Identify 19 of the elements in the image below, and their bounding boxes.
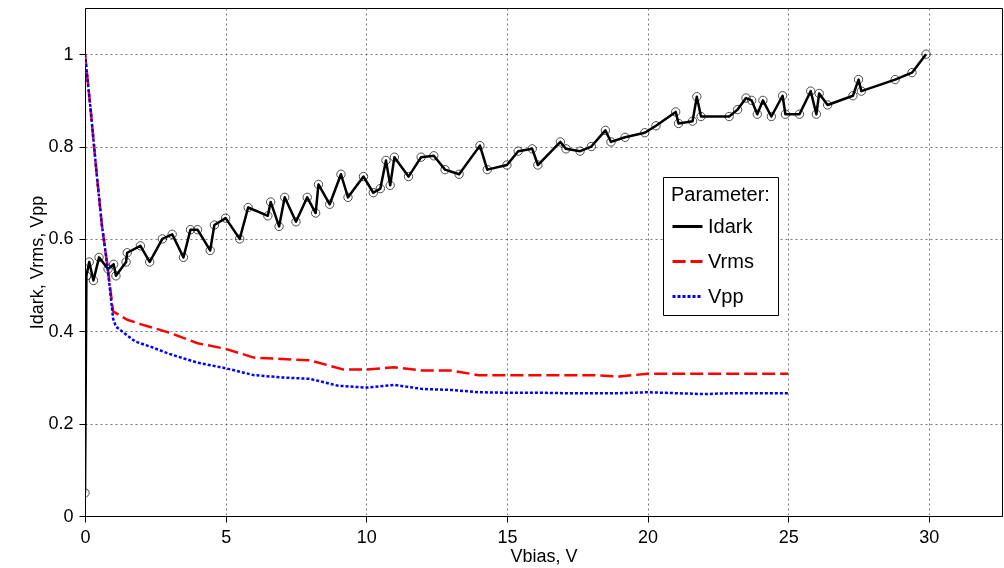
y-axis-title: Idark, Vrms, Vpp [27,195,48,330]
y-tick-label: 0 [63,505,74,526]
y-tick-label: 0.4 [48,320,74,341]
y-tick-label: 1 [63,43,74,64]
x-tick-label: 15 [497,526,518,547]
x-tick-label: 5 [221,526,232,547]
x-tick-label: 30 [919,526,940,547]
legend-label: Vpp [708,284,744,307]
x-tick-label: 20 [638,526,659,547]
y-tick-label: 0.2 [48,413,74,434]
x-axis-title: Vbias, V [510,545,578,566]
x-tick-label: 25 [778,526,799,547]
legend-title: Parameter: [671,183,770,205]
legend-label: Vrms [708,249,754,272]
legend-label: Idark [708,214,754,237]
y-tick-label: 0.6 [48,228,74,249]
x-tick-label: 10 [356,526,377,547]
x-tick-label: 0 [80,526,91,547]
y-tick-label: 0.8 [48,136,74,157]
